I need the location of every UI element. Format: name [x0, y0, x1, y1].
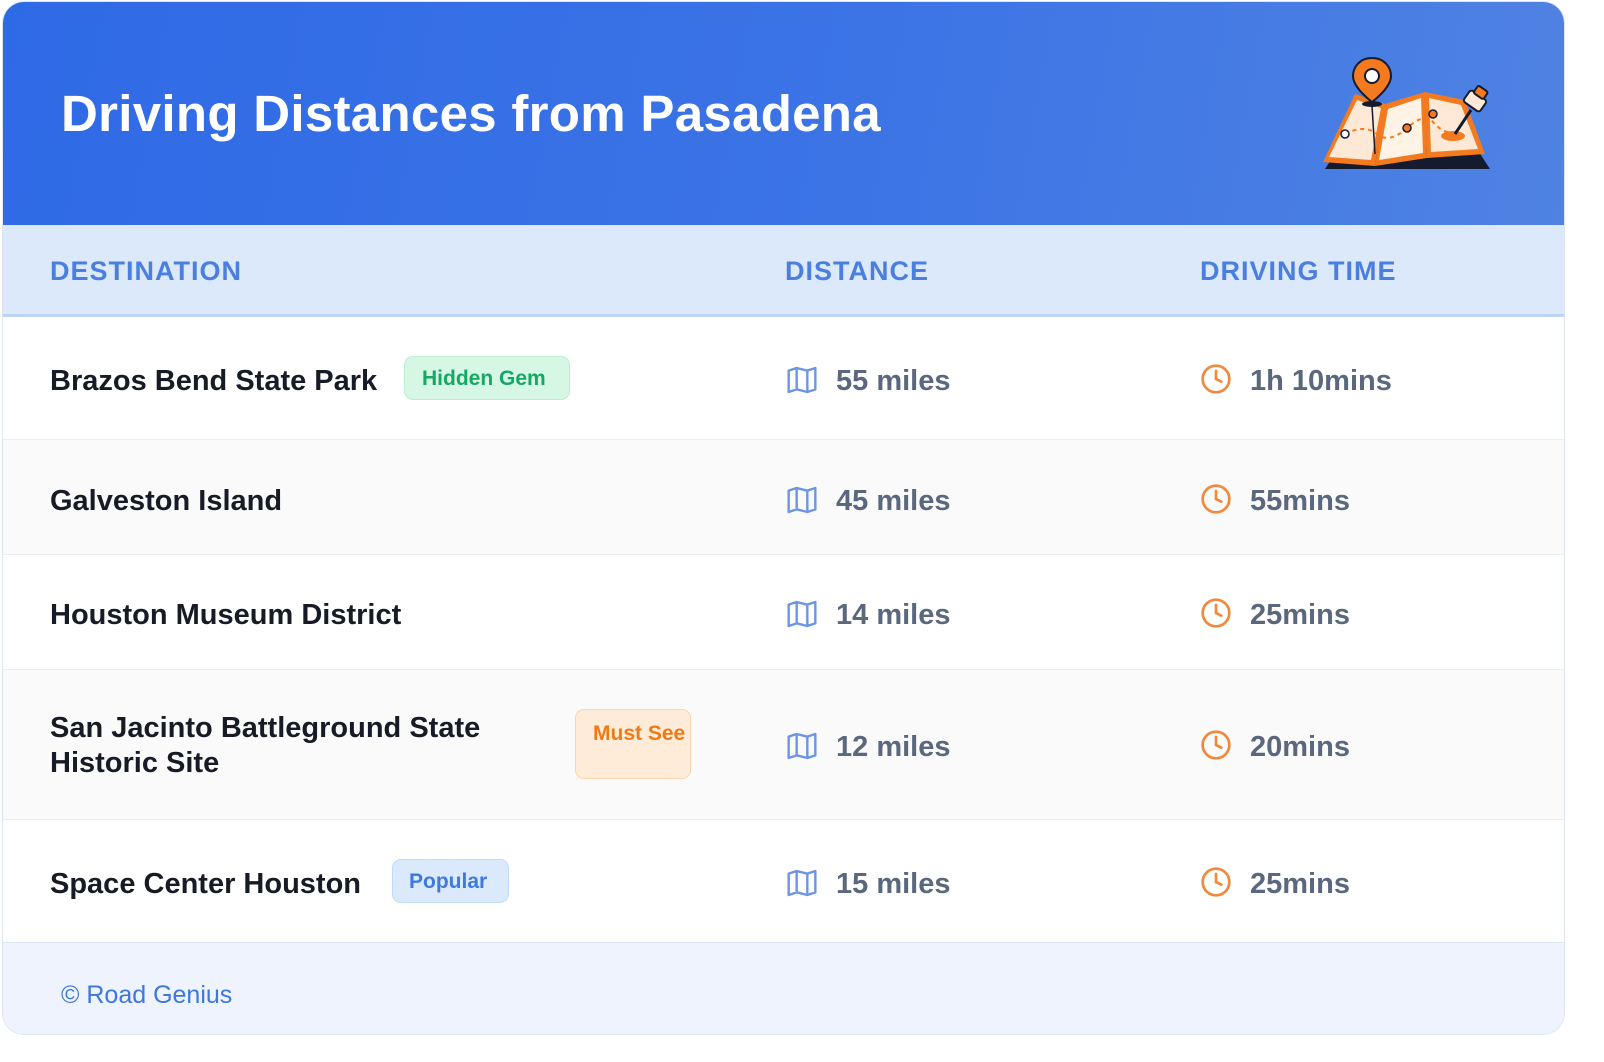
card-header: Driving Distances from Pasadena [3, 2, 1564, 225]
driving-time-value: 25mins [1250, 599, 1350, 631]
clock-icon [1201, 730, 1231, 760]
destination-name: Houston Museum District [50, 599, 402, 631]
destination-name: Brazos Bend State Park [50, 365, 378, 397]
distance-value: 12 miles [836, 731, 951, 763]
folded-map-with-pin-icon [1323, 56, 1490, 169]
table-row: Brazos Bend State Park Hidden Gem 55 mil… [3, 317, 1564, 440]
driving-time-value: 1h 10mins [1250, 365, 1392, 397]
distance-value: 15 miles [836, 868, 951, 900]
distance-card: Driving Distances from Pasadena [2, 1, 1565, 1035]
table-row: San Jacinto Battleground State Historic … [3, 670, 1564, 820]
must-see-badge: Must See [575, 709, 691, 779]
table-row: Space Center Houston Popular 15 miles 25… [3, 820, 1564, 942]
driving-time-value: 25mins [1250, 868, 1350, 900]
distance-value: 14 miles [836, 599, 951, 631]
map-icon [787, 600, 817, 628]
destination-name: San Jacinto Battleground State Historic … [50, 712, 481, 779]
clock-icon [1201, 598, 1231, 628]
distance-value: 45 miles [836, 485, 951, 517]
clock-icon [1201, 484, 1231, 514]
column-header-distance: DISTANCE [785, 256, 930, 286]
destination-name: Galveston Island [50, 485, 283, 517]
column-header-destination: DESTINATION [50, 256, 242, 286]
driving-time-value: 20mins [1250, 731, 1350, 763]
driving-time-value: 55mins [1250, 485, 1350, 517]
column-header-driving-time: DRIVING TIME [1200, 256, 1397, 286]
table-row: Houston Museum District 14 miles 25mins [3, 555, 1564, 670]
page-title: Driving Distances from Pasadena [61, 85, 881, 142]
hidden-gem-badge: Hidden Gem [404, 356, 570, 400]
map-icon [787, 366, 817, 394]
table-header: DESTINATION DISTANCE DRIVING TIME [3, 225, 1564, 317]
distance-value: 55 miles [836, 365, 951, 397]
destination-name: Space Center Houston [50, 868, 361, 900]
table-row: Galveston Island 45 miles 55mins [3, 440, 1564, 555]
card-footer: © Road Genius [3, 942, 1564, 1034]
road-genius-credit: © Road Genius [61, 981, 233, 1009]
clock-icon [1201, 867, 1231, 897]
map-icon [787, 732, 817, 760]
clock-icon [1201, 364, 1231, 394]
map-icon [787, 869, 817, 897]
map-icon [787, 486, 817, 514]
popular-badge: Popular [392, 859, 509, 903]
